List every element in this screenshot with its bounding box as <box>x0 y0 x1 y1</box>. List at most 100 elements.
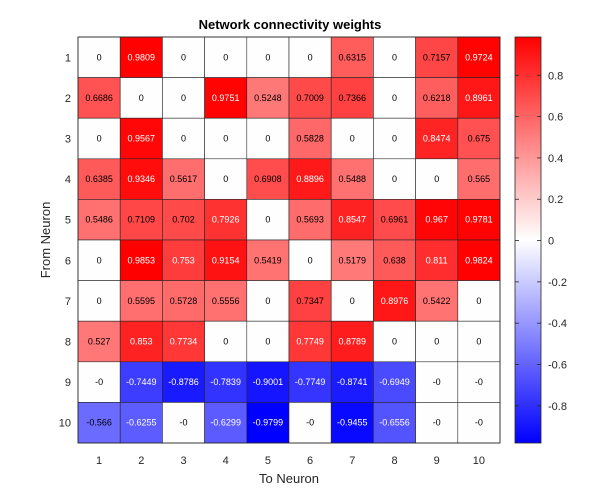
y-tick-label: 7 <box>65 296 71 308</box>
heatmap-cell <box>119 320 163 363</box>
cell-value-label: 0 <box>392 93 397 103</box>
heatmap-cell <box>330 117 374 160</box>
heatmap-cell <box>288 280 332 322</box>
cell-value-label: -0.6556 <box>379 418 410 428</box>
cell-value-label: 0 <box>434 174 439 184</box>
cell-value-label: 0.9567 <box>128 134 156 144</box>
y-tick-label: 1 <box>65 52 71 64</box>
cell-value-label: -0.9799 <box>253 418 284 428</box>
heatmap-cell <box>246 361 290 403</box>
cell-value-label: 0.8976 <box>381 296 409 306</box>
cell-value-label: 0.9346 <box>128 174 156 184</box>
cell-value-label: -0 <box>95 377 103 387</box>
cell-value-label: -0 <box>475 377 483 387</box>
colorbar-tick-label: 0.8 <box>548 70 563 82</box>
heatmap-cell <box>373 280 416 322</box>
colorbar-tick-label: -0.2 <box>548 277 567 289</box>
cell-value-label: 0 <box>223 52 228 62</box>
heatmap-cell <box>119 199 163 241</box>
heatmap-cell <box>204 36 248 78</box>
heatmap-cell <box>246 158 290 200</box>
heatmap-cell <box>415 158 459 200</box>
cell-value-label: 0.5828 <box>296 134 324 144</box>
cell-value-label: 0.5556 <box>212 296 240 306</box>
cell-value-label: -0 <box>179 418 187 428</box>
colorbar-tick-label: -0.4 <box>548 318 567 330</box>
cell-value-label: -0.8786 <box>168 377 199 387</box>
heatmap-cell <box>162 239 205 281</box>
cell-value-label: 0.8474 <box>423 134 451 144</box>
cell-value-label: 0 <box>265 337 270 347</box>
cell-value-label: 0 <box>308 255 313 265</box>
cell-value-label: 0.5179 <box>339 255 367 265</box>
heatmap-cell <box>373 320 416 363</box>
heatmap-cell <box>415 199 459 241</box>
heatmap-cell <box>415 239 459 281</box>
heatmap-cell <box>204 239 248 281</box>
cell-value-label: 0.9154 <box>212 255 240 265</box>
y-tick-label: 9 <box>65 377 71 389</box>
cell-value-label: 0 <box>476 337 481 347</box>
y-tick-labels: 1 2 3 4 5 6 7 8 9 10 <box>59 52 71 429</box>
heatmap-cell <box>330 158 374 200</box>
cell-value-label: 0 <box>392 134 397 144</box>
heatmap-cell <box>162 361 205 403</box>
cell-value-label: 0 <box>97 52 102 62</box>
heatmap-cell <box>415 361 459 403</box>
cell-value-label: 0.9853 <box>128 255 156 265</box>
cell-value-label: 0.9781 <box>465 215 493 225</box>
cell-value-label: 0.702 <box>172 215 195 225</box>
heatmap-cell <box>288 402 332 444</box>
cell-value-label: 0.7157 <box>423 52 451 62</box>
x-tick-label: 10 <box>473 455 485 467</box>
heatmap-cell <box>330 199 374 241</box>
heatmap-cell <box>204 402 248 444</box>
heatmap-cell <box>119 117 163 160</box>
colorbar-tick-label: -0.6 <box>548 360 567 372</box>
plot-frame <box>77 36 501 444</box>
cell-value-label: 0 <box>476 296 481 306</box>
heatmap-cell <box>415 280 459 322</box>
heatmap-cell <box>288 239 332 281</box>
cell-value-label: 0.7749 <box>296 337 324 347</box>
cell-value-label: 0.6218 <box>423 93 451 103</box>
cell-value-label: 0 <box>181 93 186 103</box>
cell-value-label: 0.5419 <box>254 255 282 265</box>
colorbar-ticks: -0.8 -0.6 -0.4 -0.2 0 0.2 0.4 0.6 0.8 <box>515 70 567 413</box>
heatmap-cell <box>373 199 416 241</box>
heatmap-cell <box>330 77 374 119</box>
cell-value-label: 0.967 <box>425 215 448 225</box>
cell-value-label: 0.5488 <box>339 174 367 184</box>
cell-value-label: 0.8789 <box>339 337 367 347</box>
cell-value-label: 0.7366 <box>339 93 367 103</box>
cell-value-label: 0.527 <box>88 337 111 347</box>
heatmap-cell <box>373 361 416 403</box>
cell-value-label: 0 <box>139 93 144 103</box>
x-tick-label: 5 <box>265 455 271 467</box>
y-tick-label: 2 <box>65 93 71 105</box>
x-tick-label: 3 <box>180 455 186 467</box>
cell-value-label: 0 <box>265 52 270 62</box>
heatmap-cell <box>77 36 121 78</box>
cell-value-label: 0.8961 <box>465 93 493 103</box>
cell-value-label: 0 <box>392 174 397 184</box>
x-tick-labels: 1 2 3 4 5 6 7 8 9 10 <box>96 455 485 467</box>
heatmap-cell <box>77 117 121 160</box>
y-tick-label: 8 <box>65 337 71 349</box>
heatmap-cell <box>415 117 459 160</box>
colorbar-tick-label: 0.6 <box>548 112 563 124</box>
colorbar <box>514 36 542 444</box>
heatmap-cell <box>415 402 459 444</box>
cell-value-label: -0 <box>433 377 441 387</box>
cell-value-label: 0.9751 <box>212 93 240 103</box>
heatmap-cell <box>288 199 332 241</box>
heatmap-cell <box>373 77 416 119</box>
heatmap-cell <box>373 36 416 78</box>
heatmap-cell <box>119 402 163 444</box>
heatmap-cell <box>288 320 332 363</box>
cell-value-label: -0.8741 <box>337 377 368 387</box>
heatmap-cell <box>204 320 248 363</box>
heatmap-cell <box>457 77 501 119</box>
colorbar-tick-label: 0 <box>548 236 554 248</box>
